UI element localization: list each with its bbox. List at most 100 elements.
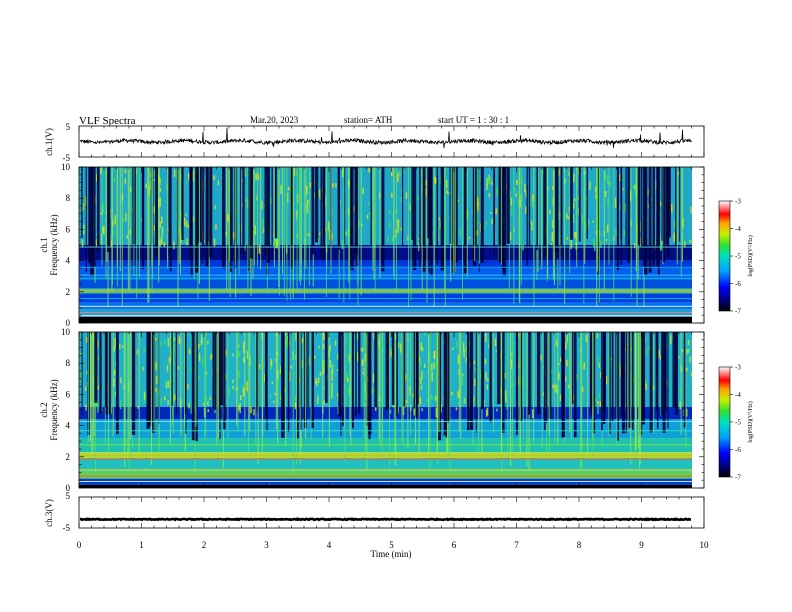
spectrogram-speckle: [459, 229, 462, 237]
spectrogram-stripe: [322, 167, 326, 242]
spectrogram-stripe: [637, 167, 641, 245]
spectrogram-stripe: [237, 332, 239, 433]
spectrogram-speckle: [389, 209, 391, 215]
spectrogram-speckle: [373, 332, 375, 340]
spectrogram-speckle: [207, 409, 210, 413]
spectrogram-speckle: [485, 371, 487, 381]
spectrogram-speckle: [391, 236, 394, 242]
spectrogram-speckle: [405, 192, 408, 199]
spectrogram-speckle: [517, 377, 519, 386]
spectrogram-speckle: [186, 238, 188, 246]
spectrogram-stripe: [616, 167, 620, 271]
spectrogram-stripe: [203, 167, 205, 254]
spectrogram-stripe: [444, 167, 446, 294]
spectrogram-speckle: [187, 224, 190, 228]
spectrogram-speckle: [240, 395, 242, 401]
spectrogram-speckle: [619, 174, 621, 182]
ch3-waveform-line: [80, 517, 692, 522]
spectrogram-stripe: [553, 167, 555, 285]
spectrogram-speckle: [690, 372, 693, 377]
spectrogram-speckle: [421, 370, 423, 380]
spectrogram-speckle: [451, 391, 453, 396]
spectrogram-speckle: [167, 380, 170, 388]
spectrogram-speckle: [433, 350, 436, 360]
spectrogram-stripe: [552, 167, 554, 280]
spectrogram-speckle: [480, 370, 482, 379]
spectrogram-stripe: [257, 332, 259, 465]
spectrogram-stripe: [513, 167, 515, 305]
spectrogram-stripe: [171, 332, 173, 406]
spectrogram-speckle: [499, 387, 502, 396]
spectrogram-stripe: [475, 332, 477, 433]
spectrogram-stripe: [628, 332, 632, 429]
spectrogram-stripe: [204, 332, 206, 442]
spectrogram-speckle: [504, 390, 507, 399]
spectrogram-speckle: [689, 356, 691, 364]
spectrogram-speckle: [585, 334, 588, 343]
spectrogram-speckle: [557, 389, 560, 394]
spectrogram-speckle: [95, 233, 98, 236]
spectrogram-speckle: [666, 341, 668, 348]
spectrogram-speckle: [430, 395, 433, 400]
frequency-tick-label: 2: [66, 287, 71, 297]
spectrogram-stripe: [349, 167, 351, 300]
spectrogram-speckle: [237, 350, 240, 359]
spectrogram-stripe: [502, 332, 505, 433]
spectrogram-speckle: [159, 239, 161, 248]
spectrogram-speckle: [407, 235, 409, 241]
spectrogram-speckle: [604, 171, 607, 180]
spectrogram-stripe: [548, 332, 552, 419]
spectrogram-speckle: [435, 407, 438, 418]
spectrogram-speckle: [477, 203, 479, 212]
spectrogram-speckle: [397, 406, 399, 414]
spectrogram-speckle: [82, 203, 84, 211]
spectrogram-narrowband-line: [79, 469, 692, 471]
spectrogram-speckle: [129, 186, 132, 193]
spectrogram-speckle: [272, 400, 275, 403]
spectrogram-stripe: [123, 332, 125, 455]
spectrogram-speckle: [486, 184, 488, 190]
spectrogram-speckle: [370, 387, 373, 395]
spectrogram-speckle: [207, 340, 209, 345]
spectrogram-speckle: [324, 195, 326, 206]
spectrogram-speckle: [390, 349, 393, 357]
spectrogram-speckle: [177, 366, 180, 370]
spectrogram-stripe: [81, 332, 83, 415]
spectrogram-stripe: [583, 167, 585, 304]
spectrogram-stripe: [264, 167, 267, 257]
spectrogram-speckle: [499, 353, 502, 358]
ch1-spectrogram-ylabel-frequency: Frequency (kHz): [49, 214, 59, 275]
spectrogram-stripe: [623, 332, 625, 427]
spectrogram-speckle: [605, 376, 608, 385]
spectrogram-stripe: [627, 167, 630, 263]
spectrogram-speckle: [457, 357, 460, 363]
spectrogram-stripe: [679, 167, 681, 242]
time-axis-tick-label: 8: [577, 540, 582, 550]
spectrogram-speckle: [600, 371, 602, 379]
spectrogram-speckle: [367, 201, 370, 205]
spectrogram-speckle: [167, 399, 169, 405]
spectrogram-speckle: [159, 178, 161, 186]
spectrogram-stripe: [325, 332, 328, 403]
ch2-colorbar-label: log(PSD)(V²/Hz): [747, 401, 754, 442]
spectrogram-stripe: [460, 332, 462, 439]
spectrogram-stripe: [561, 332, 564, 420]
spectrogram-stripe: [601, 332, 603, 431]
spectrogram-speckle: [239, 403, 241, 414]
spectrogram-speckle: [572, 393, 575, 401]
spectrogram-speckle: [592, 220, 595, 223]
spectrogram-stripe: [528, 167, 531, 251]
spectrogram-speckle: [153, 171, 155, 177]
spectrogram-speckle: [606, 224, 609, 233]
spectrogram-speckle: [237, 404, 240, 411]
ch3-waveform-frame: [78, 496, 705, 529]
spectrogram-stripe: [138, 332, 140, 455]
spectrogram-speckle: [567, 384, 570, 389]
spectrogram-stripe: [559, 167, 561, 286]
spectrogram-speckle: [110, 240, 113, 247]
spectrogram-stripe: [167, 167, 169, 263]
spectrogram-speckle: [512, 343, 515, 346]
ch1-spectrogram-ticks: 0 2 4 6 8 10: [61, 162, 705, 328]
spectrogram-narrowband-line: [79, 420, 692, 422]
